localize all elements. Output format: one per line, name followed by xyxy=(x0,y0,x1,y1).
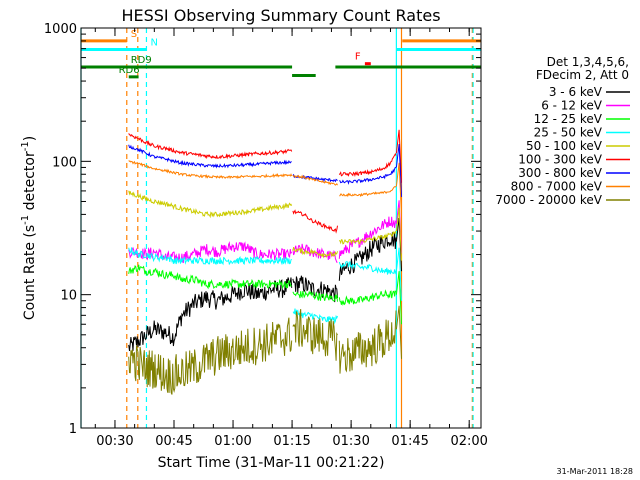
state-bar-label: RD9 xyxy=(131,55,152,66)
series-line xyxy=(292,246,338,259)
y-tick-label: 1 xyxy=(69,422,77,437)
series-line xyxy=(395,143,402,198)
state-bar-label: N xyxy=(150,37,157,48)
legend-label: 25 - 50 keV xyxy=(534,126,603,140)
series-line xyxy=(128,241,293,264)
state-bar-label: F xyxy=(355,52,361,63)
series-line xyxy=(338,261,397,275)
series-line xyxy=(338,216,397,259)
series-line xyxy=(395,271,402,325)
x-tick-label: 00:30 xyxy=(96,434,133,449)
series-line xyxy=(395,247,402,301)
x-tick-label: 01:45 xyxy=(391,434,428,449)
series-line xyxy=(292,243,338,263)
y-tick-label: 1000 xyxy=(44,22,77,37)
series-line xyxy=(338,230,397,245)
x-tick-label: 01:15 xyxy=(273,434,310,449)
x-tick-label: 01:00 xyxy=(214,434,251,449)
legend-label: 300 - 800 keV xyxy=(518,166,602,180)
series-line xyxy=(395,305,402,359)
x-tick-label: 02:00 xyxy=(450,434,487,449)
legend-label: 50 - 100 keV xyxy=(526,139,603,153)
series-line xyxy=(292,209,338,234)
series-line xyxy=(128,144,292,169)
series-line xyxy=(128,133,293,160)
series-line xyxy=(339,185,397,198)
y-tick-label: 100 xyxy=(52,155,77,170)
y-label-part: Count Rate (s xyxy=(22,225,38,320)
legend-label: 3 - 6 keV xyxy=(549,85,603,99)
legend-label: 6 - 12 keV xyxy=(541,99,603,113)
series-line xyxy=(395,207,402,261)
series-line xyxy=(128,160,293,180)
series-line xyxy=(128,247,292,266)
x-tick-label: 00:45 xyxy=(155,434,192,449)
legend-label: 7000 - 20000 keV xyxy=(495,193,602,207)
y-label-part: detector xyxy=(22,151,38,215)
series-line xyxy=(338,289,397,307)
timestamp: 31-Mar-2011 18:28 xyxy=(557,467,634,476)
state-bar-label: S xyxy=(131,29,137,40)
legend-label: 12 - 25 keV xyxy=(534,112,603,126)
y-tick-label: 10 xyxy=(60,289,77,304)
series-line xyxy=(292,174,338,186)
series-line xyxy=(292,309,338,361)
series-line xyxy=(395,162,402,216)
plot-frame xyxy=(80,27,482,429)
series-line xyxy=(128,190,293,219)
legend-header: FDecim 2, Att 0 xyxy=(536,68,629,82)
axes: 00:30 00:45 01:00 01:15 01:30 01:45 02:00 1 10 10… xyxy=(44,22,488,449)
legend-label: 100 - 300 keV xyxy=(518,153,602,167)
y-label-part: ) xyxy=(22,136,38,141)
legend-label: 800 - 7000 keV xyxy=(511,180,603,194)
y-axis-label: Count Rate (s-1 detector-1) xyxy=(20,136,38,320)
x-tick-label: 01:30 xyxy=(332,434,369,449)
y-label-superscript: -1 xyxy=(20,141,31,151)
series-line xyxy=(338,310,397,374)
series-line xyxy=(339,166,397,185)
chart-title: HESSI Observing Summary Count Rates xyxy=(121,6,440,25)
x-axis-label: Start Time (31-Mar-11 00:21:22) xyxy=(158,455,385,471)
series-line xyxy=(395,129,402,183)
series-line xyxy=(128,264,293,290)
series-line xyxy=(292,290,338,302)
series-group xyxy=(128,129,402,395)
legend-header: Det 1,3,4,5,6, xyxy=(547,55,629,69)
y-label-superscript: -1 xyxy=(20,215,31,225)
series-line xyxy=(128,277,293,351)
series-line xyxy=(338,152,397,177)
state-bar-label: RD6 xyxy=(119,65,140,76)
series-line xyxy=(128,317,293,395)
legend: Det 1,3,4,5,6, FDecim 2, Att 0 3 - 6 keV… xyxy=(495,55,630,207)
